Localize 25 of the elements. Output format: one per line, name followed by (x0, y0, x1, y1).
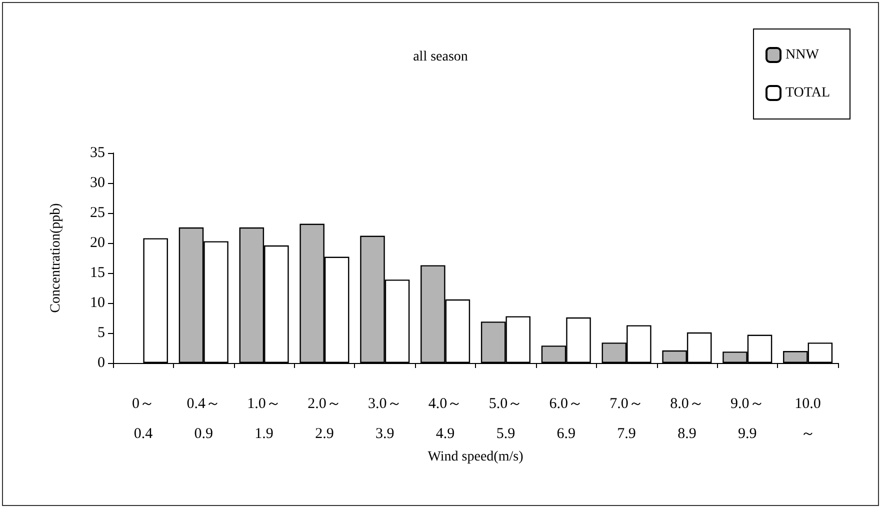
x-tick-label: 9.0～ 9.9 (730, 396, 764, 442)
legend-label: TOTAL (786, 86, 830, 100)
legend-label: NNW (786, 48, 820, 62)
x-tick-label: 1.0～ 1.9 (247, 396, 281, 442)
x-tick-label: 8.0～ 8.9 (670, 396, 704, 442)
x-tick-label: 7.0～ 7.9 (610, 396, 644, 442)
y-tick-label: 20 (90, 235, 105, 251)
chart-title: all season (413, 50, 468, 64)
x-tick-label: 10.0 ～ (794, 396, 821, 442)
y-tick-label: 15 (90, 265, 105, 281)
y-axis-title: Concentration(ppb) (48, 202, 64, 313)
x-tick-label: 5.0～ 5.9 (488, 396, 523, 442)
x-axis-title: Wind speed(m/s) (428, 449, 524, 464)
y-tick-label: 30 (90, 175, 105, 191)
x-tick-label: 3.0～ 3.9 (368, 396, 402, 442)
y-tick-label: 10 (90, 295, 105, 311)
y-tick-label: 5 (98, 325, 105, 341)
y-tick-label: 0 (98, 355, 105, 371)
x-tick-label: 0～ 0.4 (132, 396, 154, 442)
x-tick-label: 4.0～ 4.9 (428, 396, 462, 442)
x-tick-label: 0.4～ 0.9 (186, 396, 220, 442)
x-tick-label: 2.0～ 2.9 (308, 396, 342, 442)
x-tick-label: 6.0～ 6.9 (549, 396, 583, 442)
y-tick-label: 25 (90, 205, 105, 221)
y-tick-label: 35 (90, 145, 105, 161)
